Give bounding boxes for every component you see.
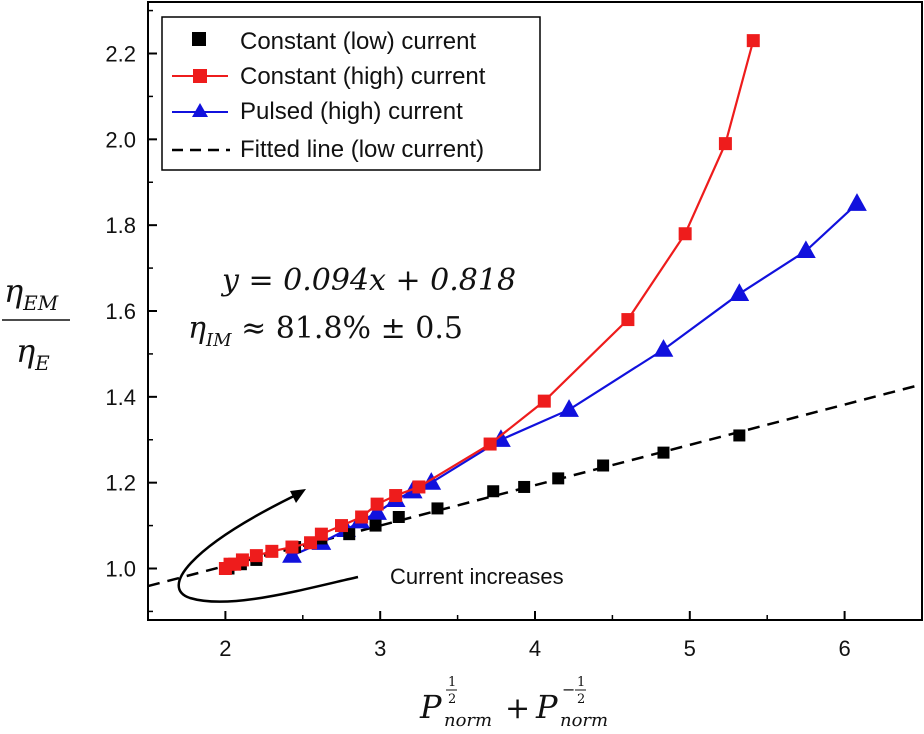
x-tick-label: 3 [374, 636, 386, 661]
constant-low-point [369, 519, 382, 532]
legend: Constant (low) current Constant (high) c… [161, 16, 541, 171]
fitted-line-layer [147, 383, 923, 588]
constant-high-point [285, 540, 299, 554]
current-increases-arrow: Current increases [177, 489, 564, 603]
x-tick-label: 4 [529, 636, 541, 661]
pulsed-point [282, 545, 302, 563]
constant-high-point [265, 544, 279, 558]
y-tick-label: 1.6 [105, 299, 136, 324]
constant-high-point [621, 313, 635, 327]
x-tick-label: 2 [219, 636, 231, 661]
current-increases-label: Current increases [390, 564, 564, 589]
fitted-line [147, 383, 923, 588]
y-label-numerator: ηEM [4, 272, 59, 315]
legend-label-pulsed: Pulsed (high) current [240, 98, 463, 125]
pulsed-point [653, 339, 674, 357]
legend-label-constant-high: Constant (high) current [240, 63, 486, 90]
constant-low-point [431, 502, 444, 515]
equation-annotation: y = 0.094x + 0.818 ηIM ≈ 81.8% ± 0.5 [188, 263, 516, 351]
y-tick-label: 1.2 [105, 471, 136, 496]
x-label-term-2: P [535, 688, 558, 726]
constant-high-point [335, 519, 348, 533]
constant-high-point [718, 137, 732, 151]
y-tick-label: 1.4 [105, 385, 136, 410]
constant-high-point [249, 549, 263, 563]
legend-swatch-constant-high [193, 69, 207, 83]
constant-low-point [733, 429, 746, 442]
x-label-sup-1-num: 1 [448, 675, 456, 690]
constant-high-point [412, 480, 426, 494]
x-tick-label: 5 [684, 636, 696, 661]
constant-low-point [597, 459, 610, 472]
x-label-sup-2-minus: − [562, 680, 575, 699]
constant-high-point [370, 497, 384, 511]
y-tick-label: 1.8 [105, 213, 136, 238]
constant-high-point [746, 34, 760, 48]
y-axis-label: ηEM ηE [2, 272, 70, 375]
pulsed-point [367, 502, 387, 520]
x-label-sub-1: norm [444, 710, 492, 729]
constant-high-point [314, 527, 328, 541]
legend-swatch-pulsed [192, 103, 208, 117]
legend-label-constant-low: Constant (low) current [240, 28, 476, 55]
constant-high-point [678, 227, 692, 241]
x-label-sup-1-den: 2 [448, 692, 456, 707]
x-tick-label: 6 [838, 636, 850, 661]
constant-low-point [392, 511, 405, 523]
pulsed-point [847, 193, 867, 211]
constant-high-point [235, 553, 249, 567]
pulsed-point [421, 472, 442, 490]
x-axis-label: P norm 1 2 + P norm − 1 2 [419, 675, 608, 731]
fit-equation: y = 0.094x + 0.818 [220, 263, 516, 298]
y-tick-label: 1.0 [105, 557, 136, 582]
constant-high-point [483, 437, 497, 451]
y-axis-ticks: 1.0 1.2 1.4 1.6 1.8 2.0 2.2 [105, 9, 157, 613]
y-tick-label: 2.0 [105, 127, 136, 152]
constant-low-point [518, 480, 531, 493]
pulsed-series-layer [282, 193, 867, 563]
x-label-sub-2: norm [560, 710, 608, 729]
constant-low-point [552, 472, 565, 485]
curved-arrow-path [177, 493, 359, 603]
constant-low-point [657, 446, 670, 459]
x-axis-ticks: 2 3 4 5 6 [147, 611, 851, 661]
pulsed-point [729, 283, 750, 301]
constant-high-point [355, 510, 369, 524]
y-tick-label: 2.2 [105, 42, 136, 67]
pulsed-point [796, 240, 816, 259]
x-label-plus: + [505, 691, 530, 726]
constant-high-series-layer [218, 34, 760, 575]
x-label-sup-2-num: 1 [577, 675, 585, 690]
legend-label-fitted: Fitted line (low current) [240, 136, 484, 163]
x-label-term-1: P [419, 688, 442, 726]
pulsed-point [559, 399, 579, 417]
constant-high-point [389, 489, 403, 503]
legend-box [161, 16, 541, 171]
constant-high-point [537, 394, 551, 408]
x-label-sup-2-den: 2 [577, 692, 585, 707]
legend-swatch-constant-low [192, 32, 206, 46]
y-label-denominator: ηE [16, 332, 50, 375]
efficiency-equation: ηIM ≈ 81.8% ± 0.5 [188, 311, 463, 351]
arrow-head [290, 489, 306, 503]
constant-high-point [304, 536, 318, 550]
constant-low-point [487, 485, 500, 498]
